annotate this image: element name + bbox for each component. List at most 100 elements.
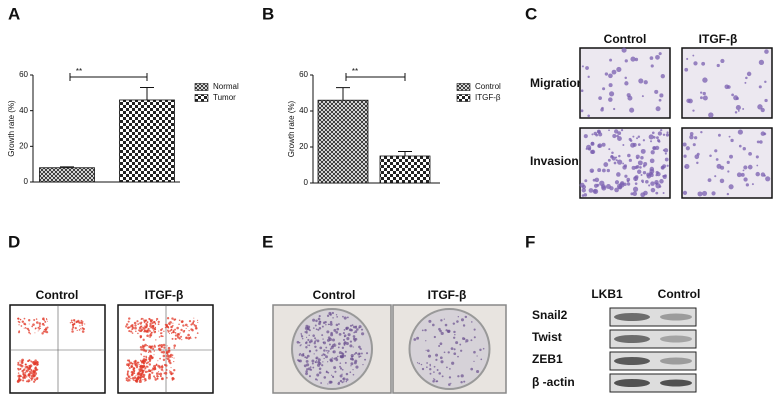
cell bbox=[589, 168, 595, 173]
colony bbox=[312, 334, 315, 337]
cell bbox=[169, 370, 171, 372]
cell bbox=[17, 361, 20, 364]
cell bbox=[189, 336, 192, 338]
cell bbox=[146, 334, 149, 337]
cell bbox=[603, 162, 609, 167]
cell bbox=[191, 329, 194, 332]
cell bbox=[166, 357, 170, 361]
cell bbox=[160, 346, 163, 349]
cell bbox=[126, 374, 129, 376]
cell bbox=[729, 154, 733, 159]
cell bbox=[655, 106, 661, 112]
colony bbox=[325, 370, 328, 373]
cell bbox=[131, 332, 134, 334]
cell bbox=[643, 161, 648, 166]
images bbox=[9, 47, 773, 394]
cell bbox=[24, 371, 27, 374]
colony bbox=[421, 367, 425, 371]
colony bbox=[321, 325, 324, 328]
colony bbox=[322, 361, 324, 363]
cell bbox=[707, 178, 712, 183]
cell bbox=[711, 191, 716, 196]
colony bbox=[314, 361, 317, 363]
cell bbox=[161, 332, 163, 334]
cell bbox=[33, 319, 36, 321]
cell bbox=[738, 144, 742, 148]
cell bbox=[611, 156, 616, 161]
cell bbox=[143, 319, 147, 323]
colony bbox=[449, 368, 451, 370]
cell bbox=[609, 58, 613, 62]
cell bbox=[125, 323, 129, 326]
cell bbox=[29, 359, 31, 361]
colony bbox=[305, 356, 309, 359]
cell bbox=[614, 129, 619, 134]
colony bbox=[358, 345, 361, 349]
cell bbox=[33, 360, 36, 364]
cell bbox=[128, 317, 131, 320]
colony bbox=[318, 322, 321, 326]
cell bbox=[125, 377, 129, 380]
cell bbox=[73, 323, 75, 326]
cell bbox=[143, 362, 145, 365]
cell bbox=[728, 135, 731, 138]
cell bbox=[590, 141, 595, 146]
colony bbox=[337, 382, 341, 385]
cell bbox=[192, 320, 195, 323]
colony bbox=[342, 315, 344, 318]
y-tick-label: 0 bbox=[24, 177, 29, 186]
colony bbox=[471, 321, 473, 323]
cell bbox=[19, 318, 22, 321]
cell bbox=[140, 353, 142, 355]
cell bbox=[44, 320, 47, 323]
cell bbox=[652, 136, 656, 139]
cell bbox=[702, 91, 706, 96]
cell bbox=[173, 360, 175, 363]
colony bbox=[476, 355, 478, 357]
colony bbox=[349, 340, 353, 343]
cell bbox=[145, 365, 148, 368]
cell bbox=[146, 345, 149, 347]
colony bbox=[433, 335, 436, 339]
cell bbox=[636, 169, 642, 174]
cell bbox=[138, 326, 142, 330]
cell bbox=[145, 325, 148, 328]
colony bbox=[318, 367, 322, 371]
cell bbox=[140, 348, 143, 351]
cell bbox=[666, 164, 669, 167]
cell bbox=[21, 359, 23, 361]
cell bbox=[148, 345, 151, 348]
colony bbox=[337, 346, 340, 349]
colony bbox=[433, 371, 435, 373]
cell bbox=[654, 89, 659, 94]
cell bbox=[588, 188, 594, 193]
cell bbox=[170, 367, 172, 369]
cell bbox=[630, 56, 636, 62]
cell bbox=[142, 361, 144, 363]
cell bbox=[79, 325, 81, 327]
cell bbox=[720, 165, 725, 170]
cell bbox=[81, 327, 84, 330]
cell bbox=[650, 140, 653, 143]
colony bbox=[311, 341, 313, 343]
colony bbox=[328, 323, 330, 326]
colony bbox=[315, 357, 317, 360]
cell bbox=[24, 374, 27, 377]
colony bbox=[346, 337, 350, 341]
cell bbox=[633, 176, 637, 179]
y-tick-label: 60 bbox=[299, 70, 308, 79]
cell bbox=[148, 376, 151, 380]
cell bbox=[650, 64, 654, 68]
cell bbox=[144, 380, 146, 382]
cell bbox=[31, 325, 34, 328]
cell bbox=[185, 327, 187, 329]
cell bbox=[658, 52, 662, 56]
cell bbox=[179, 332, 181, 334]
cell bbox=[26, 327, 30, 331]
cell bbox=[664, 174, 667, 178]
cell bbox=[747, 164, 753, 170]
cell bbox=[601, 142, 606, 147]
colony bbox=[443, 351, 446, 354]
colony bbox=[345, 327, 348, 330]
cell bbox=[27, 381, 29, 383]
